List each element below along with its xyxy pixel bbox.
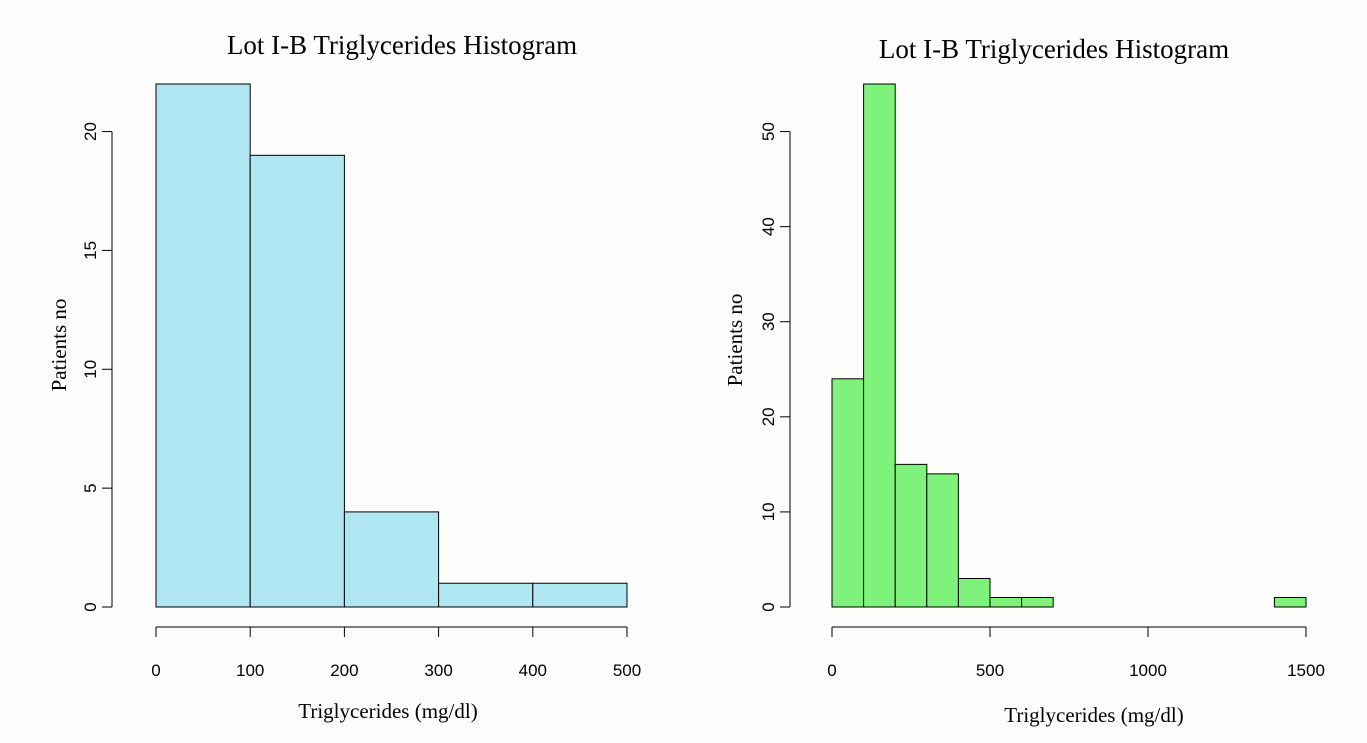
x-axis-label-left: Triglycerides (mg/dl) (298, 699, 477, 723)
x-tick-label-right-0: 0 (827, 661, 836, 680)
y-axis-label-right: Patients no (723, 294, 747, 387)
y-axis-label-left: Patients no (47, 299, 71, 392)
bar-left-1 (249, 154, 345, 608)
x-tick-label-left-5: 500 (613, 661, 641, 680)
bars-right (831, 83, 1307, 608)
x-tick-label-left-2: 200 (330, 661, 358, 680)
x-tick-label-left-3: 300 (424, 661, 452, 680)
y-tick-label-right-5: 50 (759, 122, 778, 141)
bar-right-3 (926, 473, 959, 608)
x-tick-label-left-0: 0 (151, 661, 160, 680)
y-tick-label-left-2: 10 (81, 360, 100, 379)
x-ticks-left: 0 100 200 300 400 500 (151, 627, 641, 680)
bar-right-1 (863, 83, 896, 608)
x-axis-label-right: Triglycerides (mg/dl) (1004, 703, 1183, 727)
bar-right-0 (831, 378, 865, 608)
y-tick-label-right-3: 30 (759, 312, 778, 331)
y-tick-label-left-3: 15 (81, 241, 100, 260)
y-tick-label-left-4: 20 (81, 122, 100, 141)
y-tick-label-right-4: 40 (759, 217, 778, 236)
bar-left-4 (532, 582, 628, 608)
histogram-right: Lot I-B Triglycerides Histogram 0 500 1000… (723, 34, 1325, 727)
bar-right-4 (957, 577, 991, 608)
bar-left-3 (438, 582, 534, 608)
x-tick-label-left-4: 400 (519, 661, 547, 680)
histogram-left: Lot I-B Triglycerides Histogram 0 100 200 3… (47, 30, 641, 723)
y-tick-label-right-0: 0 (759, 602, 778, 611)
bar-right-14 (1273, 596, 1307, 608)
y-tick-label-right-2: 20 (759, 407, 778, 426)
y-tick-label-right-1: 10 (759, 502, 778, 521)
x-tick-label-left-1: 100 (236, 661, 264, 680)
bar-left-2 (343, 511, 440, 608)
bar-right-6 (1021, 596, 1054, 608)
bar-right-2 (894, 463, 928, 608)
chart-title-right: Lot I-B Triglycerides Histogram (879, 34, 1229, 64)
x-tick-label-right-1: 500 (976, 661, 1004, 680)
y-ticks-left: 0 5 10 15 20 (81, 122, 112, 612)
bar-left-0 (155, 83, 251, 608)
y-tick-label-left-1: 5 (81, 483, 100, 492)
chart-title-left: Lot I-B Triglycerides Histogram (227, 30, 577, 60)
x-ticks-right: 0 500 1000 1500 (827, 627, 1325, 680)
y-tick-label-left-0: 0 (81, 602, 100, 611)
x-tick-label-right-2: 1000 (1129, 661, 1167, 680)
x-tick-label-right-3: 1500 (1287, 661, 1325, 680)
bars-left (155, 83, 628, 608)
y-ticks-right: 0 10 20 30 40 50 (759, 122, 790, 612)
bar-right-5 (989, 596, 1023, 608)
